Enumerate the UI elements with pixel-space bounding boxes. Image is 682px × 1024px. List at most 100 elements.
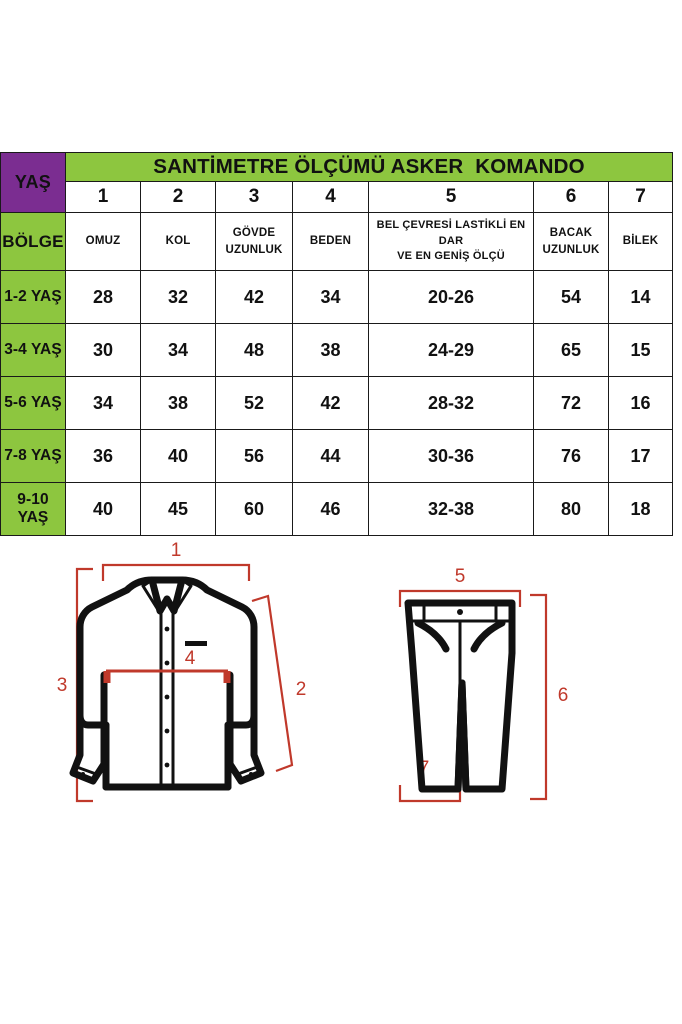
region-header-govde-uzunluk: GÖVDE UZUNLUK xyxy=(215,212,293,271)
pants-diagram: 5 6 7 xyxy=(398,566,569,803)
shirt-left-cuff xyxy=(72,764,98,776)
shirt-collar-right-edge xyxy=(172,578,193,615)
pants-pocket-left xyxy=(414,619,450,653)
pants-dim-6-label: 6 xyxy=(558,685,569,706)
shirt-right-sleeve xyxy=(226,659,265,785)
shirt-button xyxy=(164,694,170,700)
cell-value: 34 xyxy=(292,270,369,324)
region-header-beden: BEDEN xyxy=(292,212,369,271)
shirt-dim-3-label: 3 xyxy=(57,675,68,696)
table-row: 1-2 YAŞ 28 32 42 34 20-26 54 14 xyxy=(0,270,673,324)
region-line: BEDEN xyxy=(309,235,352,248)
shirt-right-cuff xyxy=(236,764,262,776)
pants-inseam-right xyxy=(458,679,470,793)
region-header-bacak-uzunluk: BACAK UZUNLUK xyxy=(533,212,609,271)
pants-dim-5-bracket xyxy=(398,589,522,607)
cell-value: 72 xyxy=(533,376,609,430)
cell-value: 80 xyxy=(533,482,609,536)
cell-value: 42 xyxy=(292,376,369,430)
cell-value: 54 xyxy=(533,270,609,324)
shirt-diagram: 1 3 2 xyxy=(57,540,306,803)
pants-pocket-right xyxy=(470,619,506,653)
shirt-dim-1-label: 1 xyxy=(171,540,182,561)
cell-value: 34 xyxy=(65,376,141,430)
table-row: 5-6 YAŞ 34 38 52 42 28-32 72 16 xyxy=(0,376,673,430)
cell-value: 76 xyxy=(533,429,609,483)
row-age-label: 3-4 YAŞ xyxy=(0,323,66,377)
measurement-diagrams: 1 3 2 xyxy=(0,533,682,823)
chart-title: SANTİMETRE ÖLÇÜMÜ ASKER KOMANDO xyxy=(65,152,673,182)
shirt-dim-1-bracket xyxy=(101,563,251,581)
cell-value: 40 xyxy=(140,429,216,483)
shirt-button xyxy=(164,728,170,734)
column-number-6: 6 xyxy=(533,181,609,213)
column-number-2: 2 xyxy=(140,181,216,213)
region-line: BİLEK xyxy=(622,235,659,248)
pants-waist-button xyxy=(457,609,463,615)
cell-value: 32-38 xyxy=(368,482,534,536)
cell-value: 28 xyxy=(65,270,141,324)
cell-value: 38 xyxy=(292,323,369,377)
pants-dim-7-bracket xyxy=(398,785,462,803)
cell-value: 36 xyxy=(65,429,141,483)
region-header-omuz: OMUZ xyxy=(65,212,141,271)
cell-value: 20-26 xyxy=(368,270,534,324)
row-age-label: 1-2 YAŞ xyxy=(0,270,66,324)
row-age-label: 7-8 YAŞ xyxy=(0,429,66,483)
column-number-1: 1 xyxy=(65,181,141,213)
region-line: UZUNLUK xyxy=(225,243,283,256)
region-line: VE EN GENİŞ ÖLÇÜ xyxy=(397,250,505,263)
column-number-4: 4 xyxy=(292,181,369,213)
region-line: BEL ÇEVRESİ LASTİKLİ EN DAR xyxy=(376,218,526,247)
cell-value: 65 xyxy=(533,323,609,377)
shirt-button xyxy=(164,660,170,666)
table-header-title-row: YAŞ SANTİMETRE ÖLÇÜMÜ ASKER KOMANDO xyxy=(0,152,673,213)
shirt-chest-pocket xyxy=(185,641,207,646)
cell-value: 40 xyxy=(65,482,141,536)
cell-value: 32 xyxy=(140,270,216,324)
region-line: OMUZ xyxy=(85,235,121,248)
age-corner-cell: YAŞ xyxy=(0,152,66,213)
shirt-button xyxy=(164,626,170,632)
cell-value: 56 xyxy=(215,429,293,483)
cell-value: 30 xyxy=(65,323,141,377)
table-row: 7-8 YAŞ 36 40 56 44 30-36 76 17 xyxy=(0,429,673,483)
cell-value: 52 xyxy=(215,376,293,430)
cell-value: 24-29 xyxy=(368,323,534,377)
pants-dim-6-bracket xyxy=(530,593,548,801)
shirt-dim-4-label: 4 xyxy=(185,648,196,669)
cell-value: 30-36 xyxy=(368,429,534,483)
cell-value: 60 xyxy=(215,482,293,536)
column-number-5: 5 xyxy=(368,181,534,213)
table-row: 3-4 YAŞ 30 34 48 38 24-29 65 15 xyxy=(0,323,673,377)
cell-value: 48 xyxy=(215,323,293,377)
region-header-kol: KOL xyxy=(140,212,216,271)
region-line: UZUNLUK xyxy=(542,243,600,256)
cell-value: 44 xyxy=(292,429,369,483)
cell-value: 17 xyxy=(608,429,673,483)
cell-value: 46 xyxy=(292,482,369,536)
bolge-label-cell: BÖLGE xyxy=(0,212,66,271)
cell-value: 34 xyxy=(140,323,216,377)
size-chart-table: YAŞ SANTİMETRE ÖLÇÜMÜ ASKER KOMANDO 1 2 … xyxy=(0,152,673,536)
cell-value: 42 xyxy=(215,270,293,324)
cell-value: 28-32 xyxy=(368,376,534,430)
cell-value: 38 xyxy=(140,376,216,430)
table-region-row: BÖLGE OMUZ KOL GÖVDE UZUNLUK BEDEN BEL Ç… xyxy=(0,212,673,271)
row-age-label: 9-10 YAŞ xyxy=(0,482,66,536)
region-header-bilek: BİLEK xyxy=(608,212,673,271)
shirt-button xyxy=(164,762,170,768)
cell-value: 15 xyxy=(608,323,673,377)
row-age-label: 5-6 YAŞ xyxy=(0,376,66,430)
table-row: 9-10 YAŞ 40 45 60 46 32-38 80 18 xyxy=(0,482,673,536)
region-line: BACAK xyxy=(549,226,593,239)
table-column-number-row: 1 2 3 4 5 6 7 xyxy=(1,181,673,213)
region-line: GÖVDE xyxy=(232,226,276,239)
region-header-bel-cevresi: BEL ÇEVRESİ LASTİKLİ EN DAR VE EN GENİŞ … xyxy=(368,212,534,271)
region-line: KOL xyxy=(165,235,191,248)
column-number-7: 7 xyxy=(608,181,673,213)
cell-value: 18 xyxy=(608,482,673,536)
shirt-dim-2-bracket xyxy=(251,594,294,773)
cell-value: 16 xyxy=(608,376,673,430)
cell-value: 14 xyxy=(608,270,673,324)
